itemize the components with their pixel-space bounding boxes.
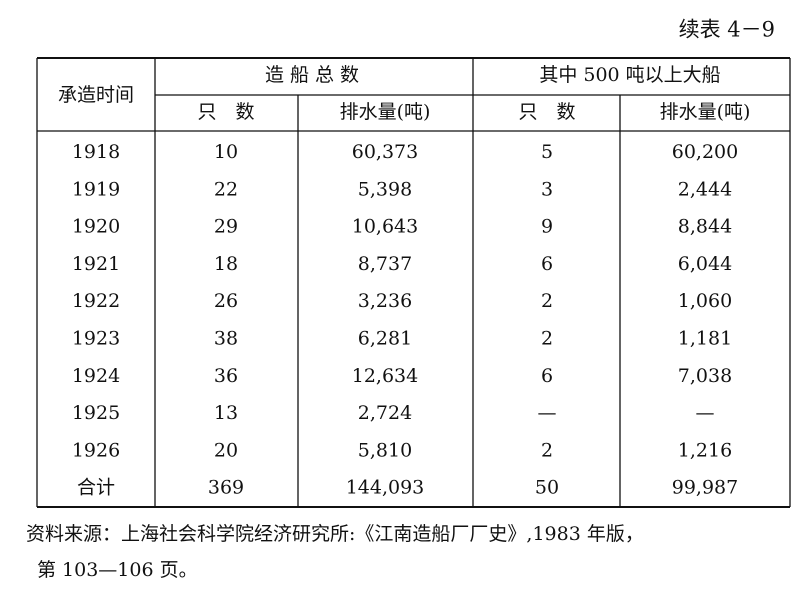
table-cell: 36: [214, 365, 238, 387]
table-cell: 10: [214, 141, 238, 163]
table-cell: 60,200: [672, 141, 738, 163]
table-cell: 1923: [72, 328, 120, 350]
header-cell: 排水量(吨): [660, 101, 751, 123]
table-cell: 38: [214, 328, 238, 350]
table-cell: 12,634: [352, 365, 418, 387]
table-title: 续表 4－9: [679, 18, 775, 42]
table-cell: 99,987: [672, 477, 738, 499]
table-cell: 6,281: [358, 328, 412, 350]
table-cell: 6,044: [678, 253, 732, 275]
header-cell: 造 船 总 数: [265, 64, 359, 86]
table-cell: 8,737: [358, 253, 412, 275]
table-borders: [36, 57, 791, 508]
header-cell: 其中 500 吨以上大船: [539, 64, 720, 86]
table-cell: 3,236: [358, 290, 412, 312]
table-cell: 1919: [72, 178, 120, 200]
table-cell: 2: [541, 328, 553, 350]
table-cell: 5,398: [358, 178, 412, 200]
table-cell: 2: [541, 290, 553, 312]
table-cell: 2,444: [678, 178, 732, 200]
table-cell: 9: [541, 216, 553, 238]
table-cell: 3: [541, 178, 553, 200]
footnote-line: 第 103—106 页。: [37, 559, 198, 581]
table-cell: 22: [214, 178, 238, 200]
table-cell: 1,181: [678, 328, 732, 350]
table-cell: 10,643: [352, 216, 418, 238]
table-cell: 13: [214, 402, 238, 424]
table-cell: 50: [535, 477, 559, 499]
header-cell: 只 数: [518, 101, 575, 123]
table-cell: 1925: [72, 402, 120, 424]
header-cell: 只 数: [197, 101, 254, 123]
table-cell: 1,060: [678, 290, 732, 312]
table-cell: 18: [214, 253, 238, 275]
table-cell: 5,810: [358, 439, 412, 461]
table-cell: 1921: [72, 253, 120, 275]
table-cell: 5: [541, 141, 553, 163]
table-cell: 1922: [72, 290, 120, 312]
table-cell: 29: [214, 216, 238, 238]
table-cell: 2,724: [358, 402, 412, 424]
table-cell: 1918: [72, 141, 120, 163]
table-cell: 6: [541, 253, 553, 275]
table-cell: 1926: [72, 439, 120, 461]
table-cell: 7,038: [678, 365, 732, 387]
table-cell: 1920: [72, 216, 120, 238]
table-cell: 369: [208, 477, 244, 499]
table-cell: 1924: [72, 365, 120, 387]
table-cell: 8,844: [678, 216, 732, 238]
table-cell: —: [538, 402, 557, 424]
table-cell: 2: [541, 439, 553, 461]
table-cell: —: [696, 402, 715, 424]
table-cell: 1,216: [678, 439, 732, 461]
footnote-line: 资料来源：上海社会科学院经济研究所:《江南造船厂厂史》,1983 年版，: [26, 523, 644, 545]
table-cell: 20: [214, 439, 238, 461]
table-cell: 6: [541, 365, 553, 387]
header-cell: 承造时间: [58, 84, 134, 106]
table-cell: 合计: [77, 477, 115, 499]
header-cell: 排水量(吨): [340, 101, 431, 123]
table-cell: 60,373: [352, 141, 418, 163]
table-cell: 26: [214, 290, 238, 312]
table-cell: 144,093: [346, 477, 425, 499]
